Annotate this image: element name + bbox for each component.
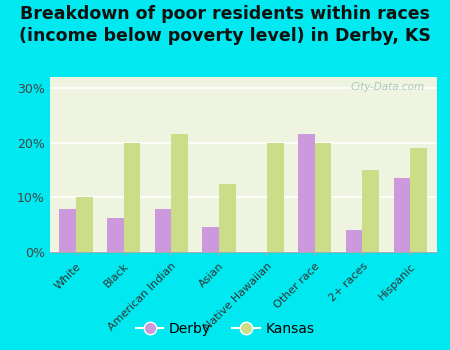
Bar <box>346 230 362 252</box>
Bar <box>393 178 410 252</box>
Bar <box>267 143 284 252</box>
Bar <box>219 184 236 252</box>
Bar <box>155 209 171 252</box>
Text: City-Data.com: City-Data.com <box>351 82 425 92</box>
Legend: Derby, Kansas: Derby, Kansas <box>130 316 320 341</box>
Bar <box>124 143 140 252</box>
Bar <box>410 148 427 252</box>
Bar <box>59 209 76 252</box>
Bar <box>171 134 188 252</box>
Bar <box>362 170 379 252</box>
Bar <box>298 134 315 252</box>
Bar <box>76 197 93 252</box>
Bar <box>315 143 331 252</box>
Bar <box>107 218 124 252</box>
Bar <box>202 228 219 252</box>
Text: Breakdown of poor residents within races
(income below poverty level) in Derby, : Breakdown of poor residents within races… <box>19 5 431 46</box>
